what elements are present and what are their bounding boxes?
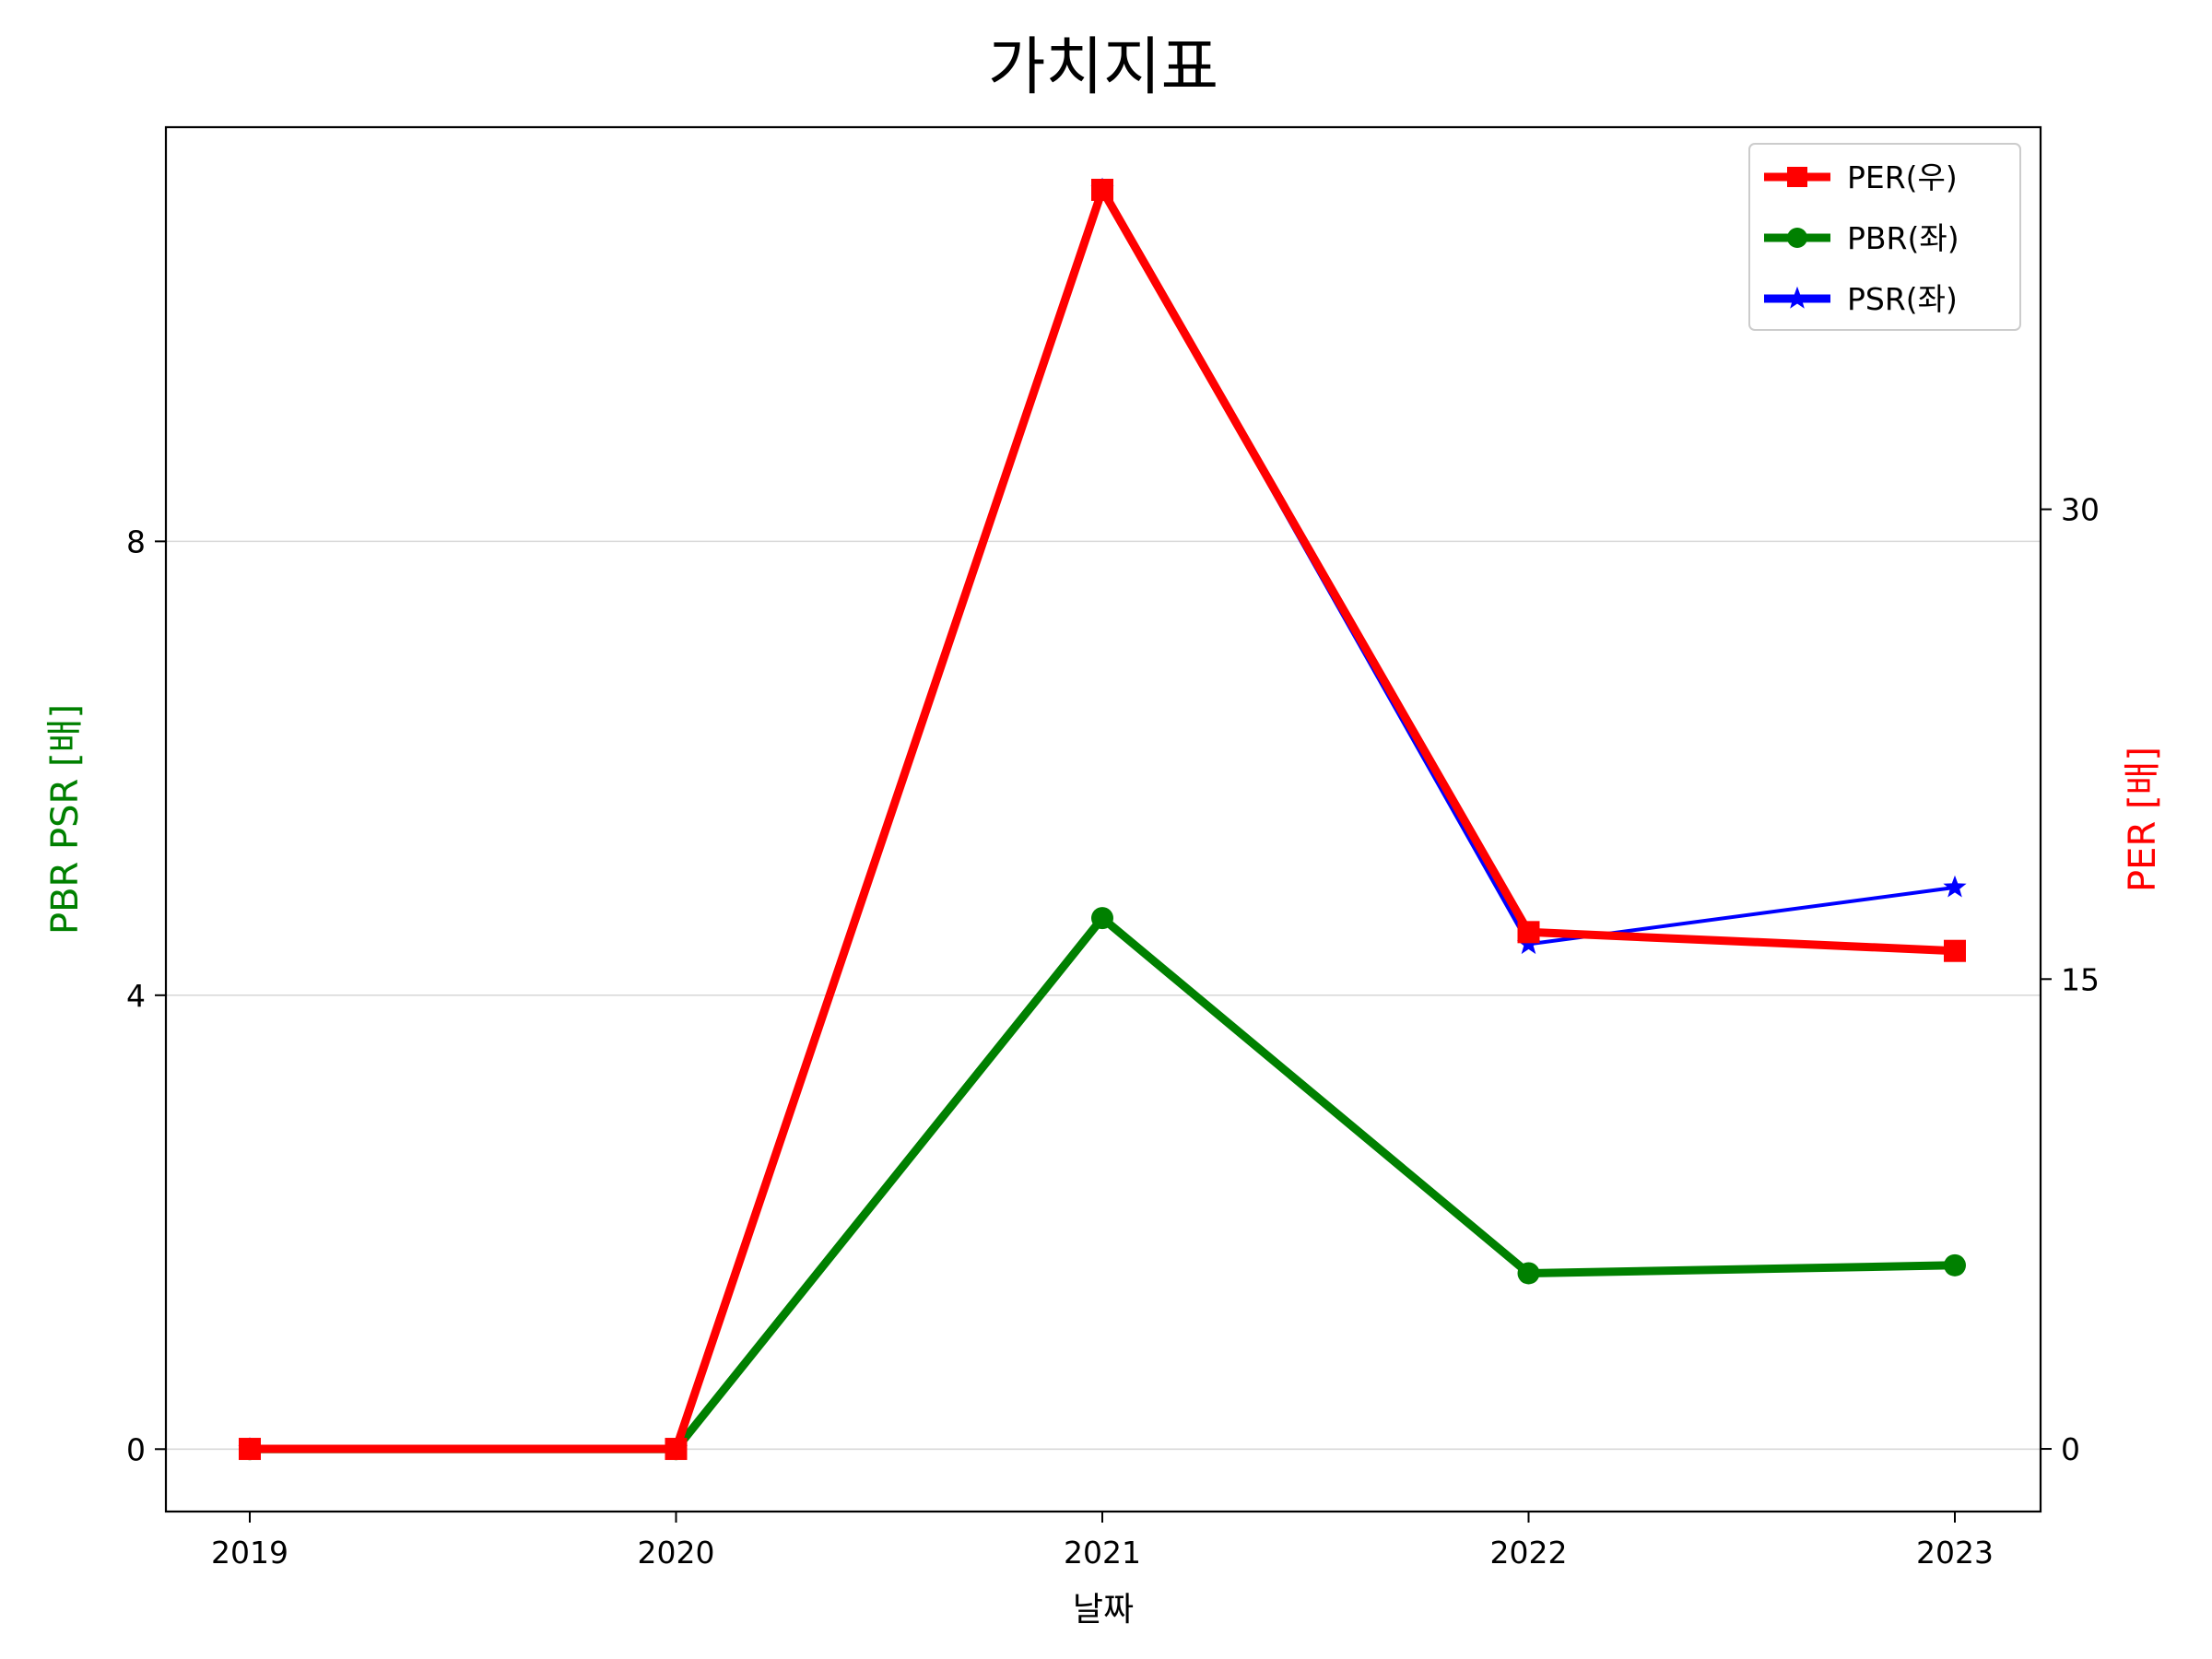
legend-label: PSR(좌) xyxy=(1847,281,1958,317)
left-tick-label: 0 xyxy=(126,1431,146,1467)
series-marker xyxy=(665,1438,688,1461)
legend-items: PER(우) PBR(좌) PSR(좌) xyxy=(1764,159,1959,317)
x-tick-label: 2019 xyxy=(211,1535,288,1571)
right-axis: 0 15 30 xyxy=(2041,492,2100,1467)
left-axis: 0 4 8 xyxy=(126,524,166,1467)
series-marker xyxy=(1091,907,1113,930)
x-axis: 2019 2020 2021 2022 2023 xyxy=(211,1512,1994,1571)
x-tick-label: 2021 xyxy=(1064,1535,1141,1571)
series-marker xyxy=(1787,167,1807,187)
legend-box xyxy=(1748,143,2021,331)
series-marker xyxy=(1091,178,1113,201)
right-tick-label: 15 xyxy=(2061,961,2100,997)
series-marker xyxy=(1943,875,1967,898)
series-marker xyxy=(1944,939,1966,962)
legend: PER(우) PBR(좌) PSR(좌) xyxy=(1748,143,2021,331)
left-axis-label: PBR PSR [배] xyxy=(44,704,87,935)
right-axis-label: PER [배] xyxy=(2122,747,2164,892)
legend-item: PER(우) xyxy=(1764,159,1958,195)
series-layer xyxy=(238,177,1967,1461)
legend-label: PBR(좌) xyxy=(1847,220,1959,256)
series-marker xyxy=(1785,286,1809,309)
right-tick-label: 30 xyxy=(2061,492,2100,528)
x-axis-label: 날짜 xyxy=(1073,1591,1134,1629)
series-marker xyxy=(239,1438,261,1461)
legend-item: PBR(좌) xyxy=(1764,220,1959,256)
series-marker xyxy=(1517,1262,1540,1285)
chart-title: 가치지표 xyxy=(988,31,1218,104)
legend-item: PSR(좌) xyxy=(1764,281,1958,317)
x-tick-label: 2020 xyxy=(638,1535,715,1571)
x-tick-label: 2022 xyxy=(1490,1535,1568,1571)
left-tick-label: 8 xyxy=(126,524,146,559)
series-marker xyxy=(1944,1253,1966,1277)
left-tick-label: 4 xyxy=(126,978,146,1014)
x-tick-label: 2023 xyxy=(1916,1535,1994,1571)
series-marker xyxy=(1787,228,1807,248)
legend-label: PER(우) xyxy=(1847,159,1958,195)
series-PER(우) xyxy=(239,178,1966,1461)
right-tick-label: 0 xyxy=(2061,1431,2080,1467)
series-marker xyxy=(1517,921,1540,944)
